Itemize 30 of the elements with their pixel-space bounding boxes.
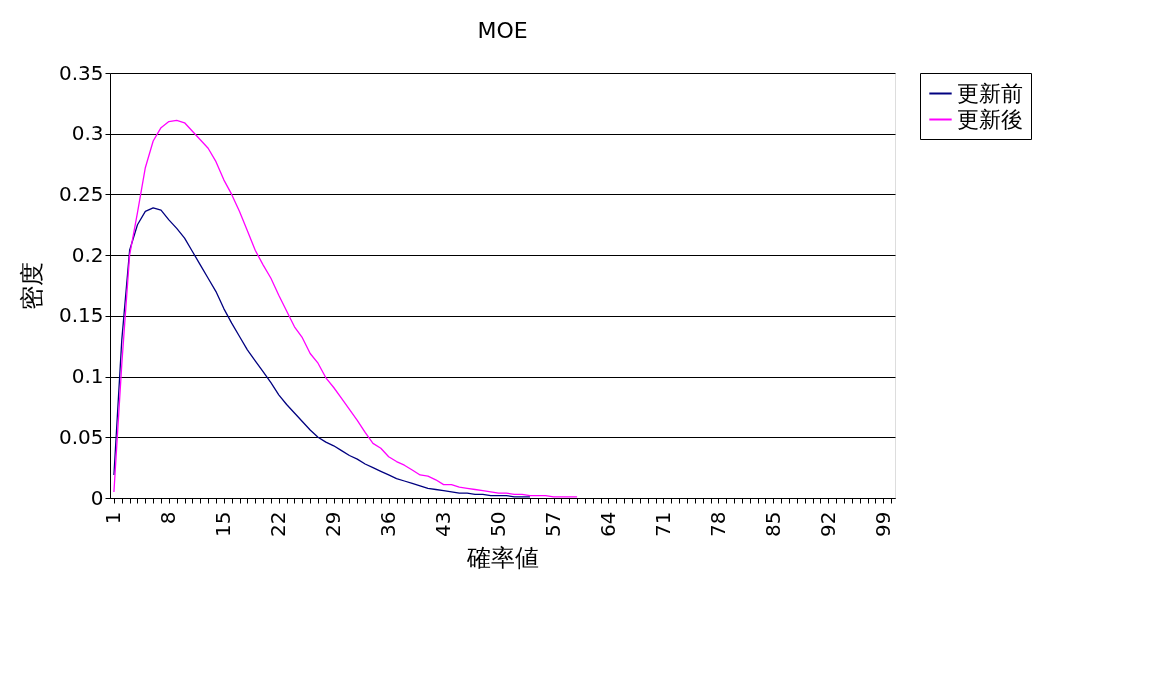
y-tick-label: 0 (90, 485, 104, 510)
y-tick-label: 0.05 (58, 424, 104, 449)
chart-title: MOE (477, 18, 528, 43)
y-tick-label: 0.25 (58, 181, 104, 206)
x-tick-label: 71 (650, 511, 675, 537)
y-tick-label: 0.35 (58, 60, 104, 85)
line-series (113, 119, 578, 498)
x-tick-label: 22 (266, 511, 291, 537)
x-tick-label: 1 (101, 511, 126, 525)
legend-label: 更新前 (957, 80, 1023, 106)
y-tick-label: 0.3 (71, 121, 104, 146)
x-tick-label: 36 (376, 511, 401, 537)
y-tick-label: 0.2 (71, 242, 104, 267)
legend-label: 更新後 (957, 106, 1023, 132)
y-tick-label: 0.1 (71, 364, 104, 389)
x-tick-label: 43 (431, 511, 456, 537)
x-tick-label: 57 (541, 511, 566, 537)
y-tick-label: 0.15 (58, 303, 104, 328)
x-tick-label: 64 (595, 511, 620, 537)
x-tick-label: 15 (211, 511, 236, 537)
x-tick-label: 50 (486, 511, 511, 537)
y-axis-title: 密度 (17, 262, 46, 310)
x-tick-label: 92 (815, 511, 840, 537)
x-tick-label: 78 (705, 511, 730, 537)
x-tick-label: 29 (321, 511, 346, 537)
line-series (113, 207, 531, 498)
x-tick-label: 99 (870, 511, 895, 537)
x-axis-title: 確率値 (466, 543, 539, 572)
x-tick-label: 8 (156, 511, 181, 525)
x-tick-label: 85 (760, 511, 785, 537)
